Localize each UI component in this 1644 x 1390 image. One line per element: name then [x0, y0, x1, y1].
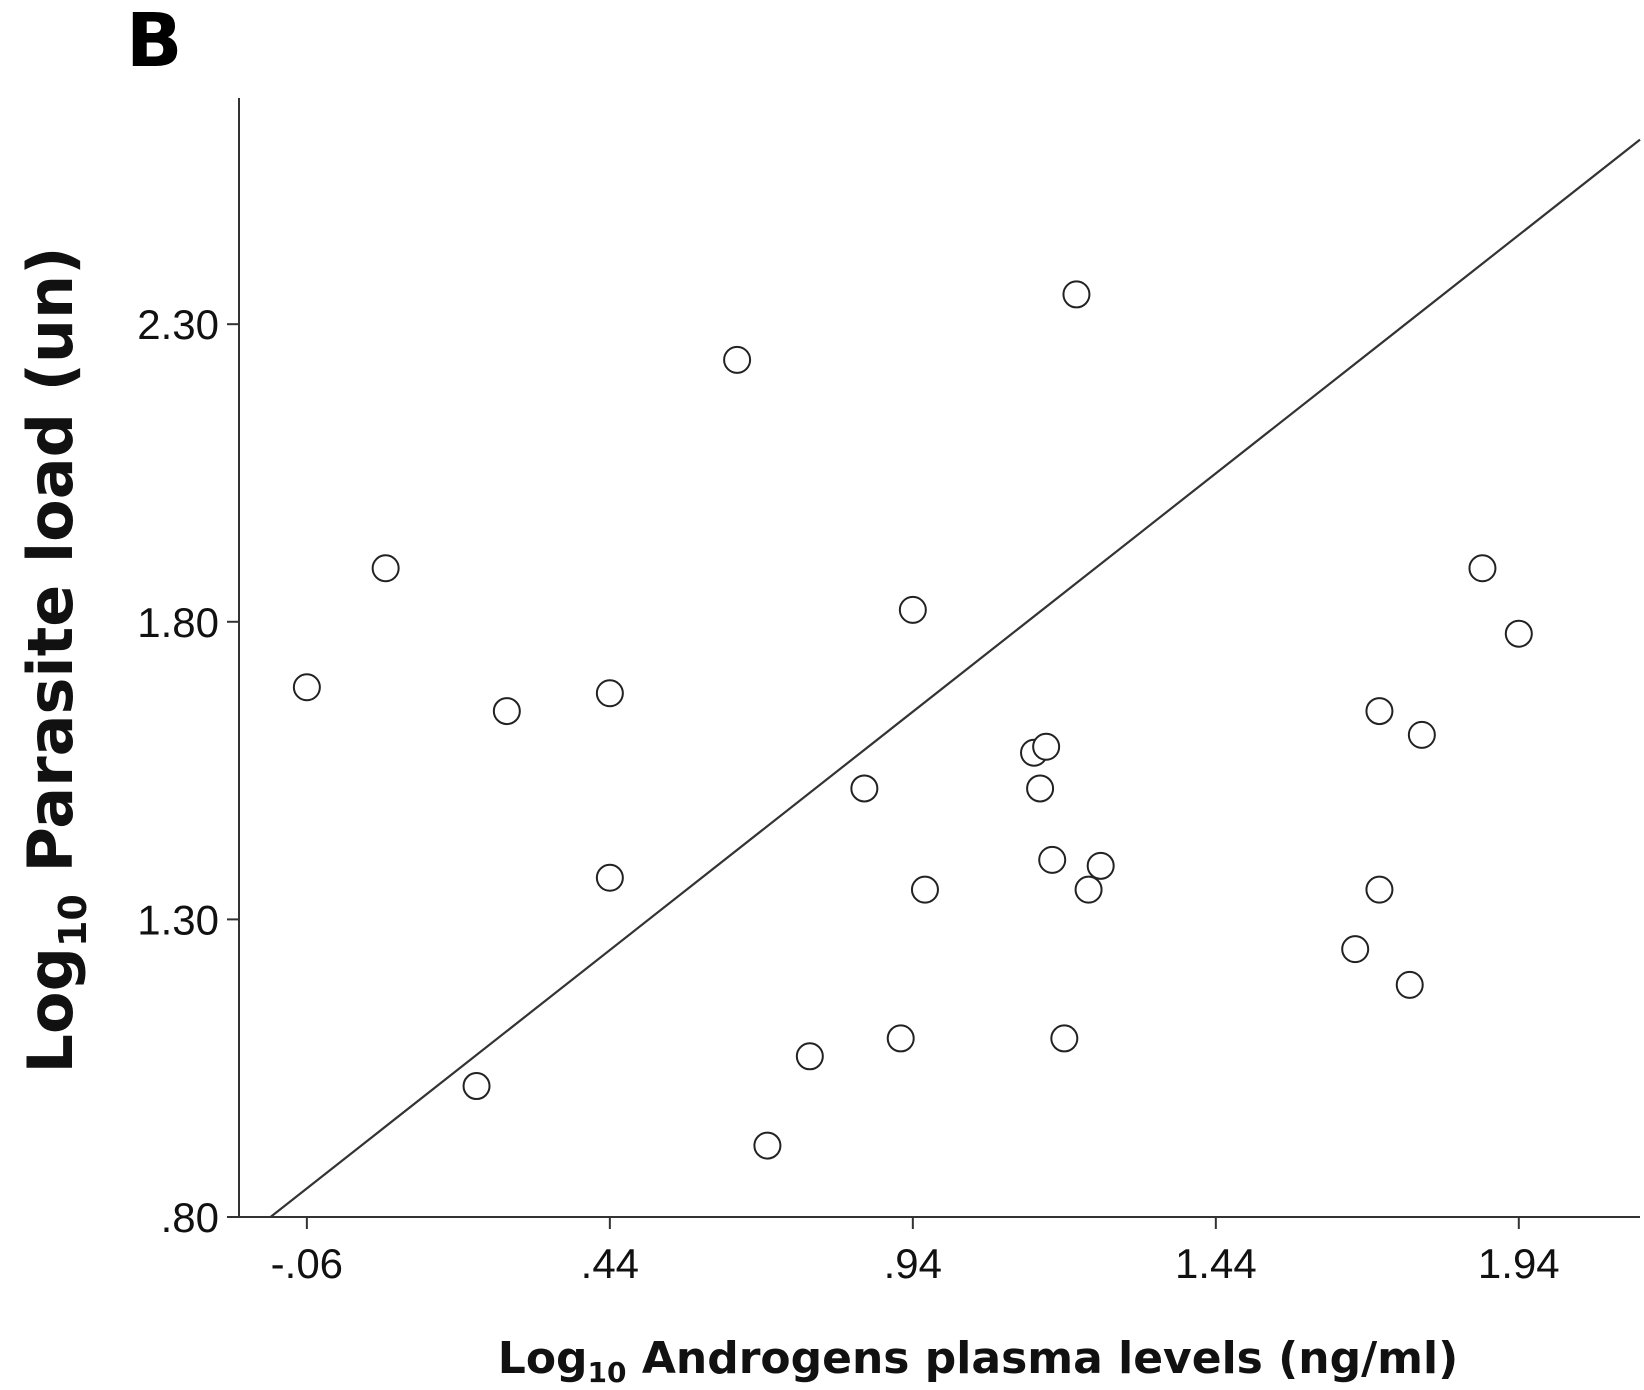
- axes: [238, 98, 1640, 1218]
- panel-label: B: [126, 0, 182, 84]
- y-tick-label: 1.80: [137, 599, 219, 646]
- data-point: [898, 595, 927, 624]
- data-point: [753, 1131, 782, 1160]
- data-point: [371, 554, 400, 583]
- y-tick-label: 2.30: [137, 301, 219, 348]
- data-point: [1032, 732, 1061, 761]
- data-points: [292, 280, 1533, 1160]
- data-point: [1504, 619, 1533, 648]
- x-axis-title-log: Log: [498, 1333, 588, 1384]
- y-ticks: .80 1.30 1.80 2.30: [137, 301, 239, 1241]
- data-point: [492, 697, 521, 726]
- x-axis-title-rest: Androgens plasma levels (ng/ml): [627, 1333, 1459, 1384]
- x-tick-label: 1.94: [1478, 1240, 1560, 1287]
- data-point: [1395, 970, 1424, 999]
- y-tick-label: 1.30: [137, 896, 219, 943]
- data-point: [1086, 851, 1115, 880]
- x-tick-label: .94: [884, 1240, 942, 1287]
- y-tick-label: .80: [161, 1194, 219, 1241]
- data-point: [595, 863, 624, 892]
- data-point: [850, 774, 879, 803]
- data-point: [1026, 774, 1055, 803]
- data-point: [595, 679, 624, 708]
- y-axis-title-subscript: 10: [51, 894, 95, 947]
- x-ticks: -.06 .44 .94 1.44 1.94: [271, 1217, 1560, 1287]
- data-point: [1468, 554, 1497, 583]
- x-axis-title: Log10 Androgens plasma levels (ng/ml): [498, 1333, 1458, 1389]
- fit-line: [269, 138, 1641, 1218]
- data-point: [723, 345, 752, 374]
- data-point: [1062, 280, 1091, 309]
- data-point: [910, 875, 939, 904]
- data-point: [462, 1072, 491, 1101]
- x-tick-label: 1.44: [1175, 1240, 1257, 1287]
- x-axis-title-subscript: 10: [588, 1356, 627, 1389]
- data-point: [1341, 935, 1370, 964]
- data-point: [292, 673, 321, 702]
- data-point: [795, 1042, 824, 1071]
- y-axis-title: Log10 Parasite load (un): [14, 246, 95, 1073]
- y-axis-title-rest: Parasite load (un): [14, 246, 87, 894]
- x-tick-label: .44: [581, 1240, 639, 1287]
- data-point: [1407, 720, 1436, 749]
- data-point: [1365, 697, 1394, 726]
- data-point: [1074, 875, 1103, 904]
- data-point: [1365, 875, 1394, 904]
- y-axis-title-log: Log: [14, 947, 87, 1073]
- x-tick-label: -.06: [271, 1240, 343, 1287]
- data-point: [1038, 845, 1067, 874]
- data-point: [886, 1024, 915, 1053]
- data-point: [1050, 1024, 1079, 1053]
